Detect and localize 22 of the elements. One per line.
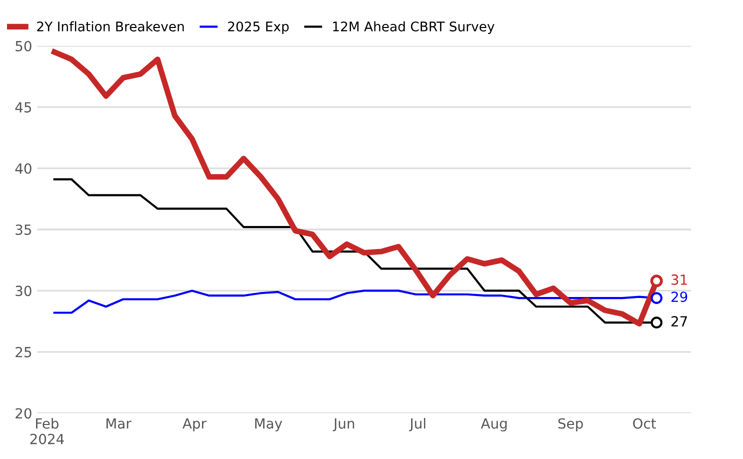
x-tick-label: Mar — [106, 418, 132, 429]
legend-label: 12M Ahead CBRT Survey — [333, 21, 494, 34]
data-label: 31 — [672, 274, 687, 285]
y-tick-label: 25 — [16, 346, 32, 358]
x-tick-label: Jun — [332, 418, 354, 432]
data-label: 29 — [671, 292, 688, 302]
legend-label: 2Y Inflation Breakeven — [37, 21, 184, 32]
y-tick-label: 45 — [15, 102, 32, 113]
x-tick-label: Feb 2024 — [30, 418, 64, 444]
x-tick-label: Sep — [558, 418, 583, 432]
y-tick-label: 20 — [16, 408, 32, 419]
data-label: 27 — [671, 316, 687, 326]
legend-label: 2025 Exp — [228, 21, 289, 34]
x-tick-label: Aug — [480, 418, 507, 432]
x-tick-label: Jul — [409, 418, 426, 432]
y-tick-label: 40 — [15, 163, 32, 174]
x-tick-label: May — [255, 418, 282, 432]
y-tick-label: 50 — [16, 40, 32, 52]
y-tick-label: 30 — [16, 286, 32, 296]
x-tick-label: Oct — [633, 418, 656, 429]
y-tick-label: 35 — [16, 224, 32, 235]
x-tick-label: Apr — [182, 418, 206, 432]
